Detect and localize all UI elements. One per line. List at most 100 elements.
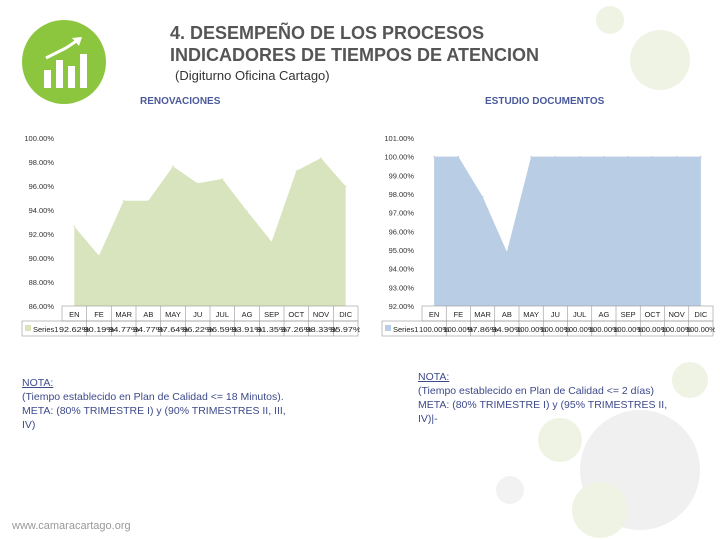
estudio-ytick-label: 98.00% xyxy=(389,190,415,199)
renovaciones-data-point xyxy=(98,254,100,257)
estudio-area-series xyxy=(434,156,701,306)
renovaciones-category-label: NOV xyxy=(313,310,329,319)
estudio-category-label: JUL xyxy=(573,310,586,319)
estudio-value-label: 100.00% xyxy=(686,325,715,334)
estudio-category-label: MAR xyxy=(474,310,491,319)
estudio-legend-key xyxy=(385,325,391,331)
renovaciones-value-label: 94.77% xyxy=(108,325,139,334)
estudio-data-point xyxy=(481,195,484,198)
estudio-value-label: 94.90% xyxy=(492,325,523,334)
estudio-value-label: 100.00% xyxy=(516,325,547,334)
renovaciones-category-label: MAR xyxy=(115,310,132,319)
renovaciones-category-label: AG xyxy=(242,310,253,319)
right-note-line2: META: (80% TRIMESTRE I) y (95% TRIMESTRE… xyxy=(418,399,668,411)
estudio-ytick-label: 93.00% xyxy=(389,283,415,292)
renovaciones-area-series xyxy=(74,158,346,306)
renovaciones-value-label: 96.22% xyxy=(182,325,213,334)
renovaciones-chart: 100.00% 98.00% 96.00% 94.00% 92.00% 90.00% 88.… xyxy=(21,134,360,337)
estudio-category-label: MAY xyxy=(523,310,539,319)
renovaciones-legend-label: Series1 xyxy=(33,325,58,334)
renovaciones-ytick-label: 88.00% xyxy=(29,278,55,287)
left-note-heading: NOTA: xyxy=(22,377,54,389)
renovaciones-category-label: SEP xyxy=(264,310,279,319)
right-note-line1: (Tiempo establecido en Plan de Calidad <… xyxy=(418,385,655,397)
estudio-data-point xyxy=(554,155,557,158)
estudio-data-point xyxy=(530,155,532,158)
renovaciones-ytick-label: 92.00% xyxy=(29,230,55,239)
left-chart-title: RENOVACIONES xyxy=(140,96,221,107)
renovaciones-category-label: AB xyxy=(143,310,153,319)
estudio-data-point xyxy=(627,155,629,158)
page-title: 4. DESEMPEÑO DE LOS PROCESOS INDICADORES… xyxy=(170,22,539,66)
estudio-data-point xyxy=(651,155,654,158)
estudio-ytick-label: 97.00% xyxy=(389,209,415,218)
renovaciones-value-label: 95.97% xyxy=(330,325,360,334)
renovaciones-data-point xyxy=(221,178,224,180)
estudio-data-point xyxy=(433,155,435,158)
renovaciones-ytick-label: 98.00% xyxy=(29,158,55,167)
right-note: NOTA: (Tiempo establecido en Plan de Cal… xyxy=(418,370,718,426)
renovaciones-value-label: 90.19% xyxy=(84,325,115,334)
renovaciones-value-label: 92.62% xyxy=(59,325,90,334)
estudio-ytick-label: 99.00% xyxy=(389,171,415,180)
estudio-value-label: 100.00% xyxy=(419,325,450,334)
estudio-value-label: 100.00% xyxy=(637,325,668,334)
renovaciones-category-label: DIC xyxy=(339,310,353,319)
estudio-legend-label: Series1 xyxy=(393,325,418,334)
estudio-ytick-label: 92.00% xyxy=(389,302,415,311)
renovaciones-category-label: FE xyxy=(94,310,104,319)
renovaciones-data-point xyxy=(172,165,174,168)
left-note-line2: META: (80% TRIMESTRE I) y (90% TRIMESTRE… xyxy=(22,405,286,417)
estudio-ytick-label: 96.00% xyxy=(389,227,415,236)
renovaciones-value-label: 96.59% xyxy=(207,325,238,334)
renovaciones-ytick-label: 86.00% xyxy=(29,302,55,311)
page-subtitle: (Digiturno Oficina Cartago) xyxy=(175,68,330,83)
estudio-ytick-label: 95.00% xyxy=(389,246,415,255)
estudio-category-label: OCT xyxy=(644,310,660,319)
logo xyxy=(22,20,106,104)
renovaciones-value-label: 93.91% xyxy=(232,325,263,334)
renovaciones-data-point xyxy=(196,182,199,185)
estudio-category-label: AB xyxy=(502,310,512,319)
estudio-category-label: SEP xyxy=(621,310,636,319)
estudio-data-point xyxy=(506,251,508,253)
estudio-value-label: 100.00% xyxy=(443,325,474,334)
estudio-data-point xyxy=(578,155,581,158)
estudio-data-point xyxy=(675,155,678,158)
estudio-data-point xyxy=(457,155,460,158)
renovaciones-data-point xyxy=(73,225,76,228)
left-note-line1: (Tiempo establecido en Plan de Calidad <… xyxy=(22,391,284,403)
estudio-ytick-label: 101.00% xyxy=(384,134,414,143)
right-note-heading: NOTA: xyxy=(418,371,450,383)
renovaciones-category-label: EN xyxy=(69,310,79,319)
estudio-value-label: 100.00% xyxy=(565,325,596,334)
renovaciones-value-label: 94.77% xyxy=(133,325,164,334)
right-note-line3: IV)|- xyxy=(418,413,438,425)
estudio-category-label: FE xyxy=(454,310,464,319)
renovaciones-data-point xyxy=(320,157,322,159)
title-line-1: 4. DESEMPEÑO DE LOS PROCESOS xyxy=(170,23,485,43)
estudio-data-point xyxy=(700,155,702,158)
left-note-line3: IV) xyxy=(22,419,36,431)
estudio-category-label: EN xyxy=(429,310,439,319)
renovaciones-category-label: MAY xyxy=(165,310,181,319)
renovaciones-ytick-label: 90.00% xyxy=(29,254,55,263)
renovaciones-value-label: 97.26% xyxy=(281,325,312,334)
renovaciones-value-label: 91.35% xyxy=(256,325,287,334)
renovaciones-data-point xyxy=(122,199,125,202)
renovaciones-ytick-label: 94.00% xyxy=(29,206,55,215)
renovaciones-ytick-label: 100.00% xyxy=(24,134,54,143)
renovaciones-data-point xyxy=(295,170,298,172)
estudio-category-label: NOV xyxy=(668,310,684,319)
estudio-value-label: 100.00% xyxy=(613,325,644,334)
estudio-ytick-label: 100.00% xyxy=(384,153,414,162)
renovaciones-data-point xyxy=(147,199,150,202)
estudio-value-label: 100.00% xyxy=(662,325,693,334)
renovaciones-ytick-label: 96.00% xyxy=(29,182,55,191)
estudio-category-label: JU xyxy=(551,310,560,319)
renovaciones-legend-key xyxy=(25,325,31,331)
estudio-category-label: AG xyxy=(598,310,609,319)
renovaciones-value-label: 97.64% xyxy=(158,325,189,334)
renovaciones-category-label: JUL xyxy=(216,310,229,319)
